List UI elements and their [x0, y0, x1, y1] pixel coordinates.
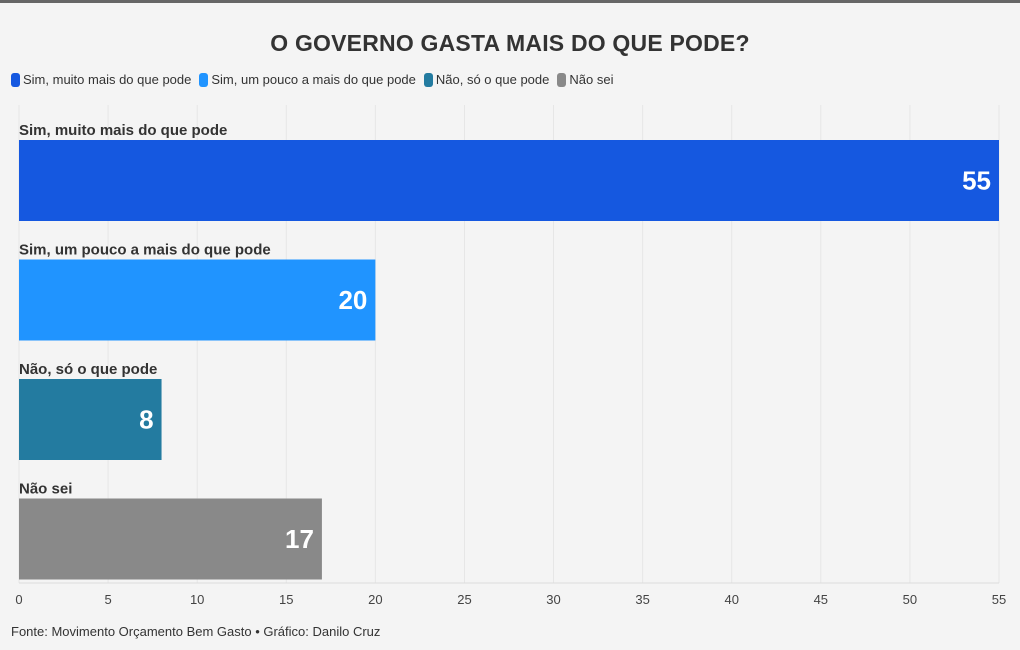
legend-label: Sim, um pouco a mais do que pode	[211, 72, 416, 87]
x-tick-label: 40	[724, 592, 738, 607]
bar-value-label: 20	[338, 285, 367, 315]
x-tick-label: 35	[635, 592, 649, 607]
x-tick-label: 0	[15, 592, 22, 607]
bar-value-label: 8	[139, 405, 153, 435]
bar-value-label: 55	[962, 166, 991, 196]
legend: Sim, muito mais do que pode Sim, um pouc…	[11, 72, 621, 87]
legend-item-pouco-mais[interactable]: Sim, um pouco a mais do que pode	[199, 72, 416, 87]
source-note: Fonte: Movimento Orçamento Bem Gasto • G…	[11, 624, 381, 639]
x-tick-label: 30	[546, 592, 560, 607]
legend-swatch	[423, 72, 433, 87]
legend-label: Não sei	[569, 72, 614, 87]
bar	[19, 259, 376, 341]
bar	[19, 498, 322, 580]
x-tick-label: 20	[368, 592, 382, 607]
category-label: Sim, muito mais do que pode	[19, 122, 227, 139]
category-label: Não, só o que pode	[19, 361, 157, 378]
x-tick-label: 25	[457, 592, 471, 607]
x-tick-label: 50	[903, 592, 917, 607]
x-tick-label: 55	[992, 592, 1006, 607]
bar-value-label: 17	[285, 524, 314, 554]
legend-label: Não, só o que pode	[435, 72, 550, 87]
legend-swatch	[557, 72, 567, 87]
legend-item-muito-mais[interactable]: Sim, muito mais do que pode	[11, 72, 191, 87]
legend-swatch	[199, 72, 209, 87]
x-tick-label: 15	[279, 592, 293, 607]
legend-swatch	[11, 72, 20, 87]
legend-item-nao-sei[interactable]: Não sei	[557, 72, 613, 87]
bar	[19, 379, 162, 460]
x-tick-label: 10	[190, 592, 204, 607]
category-label: Não sei	[19, 481, 72, 498]
x-tick-label: 45	[814, 592, 828, 607]
bar-chart: 0 5 10 15 20 25 30 35 40 45 50 55 Sim, muito mais do…	[15, 105, 1006, 607]
chart-title: O GOVERNO GASTA MAIS DO QUE PODE?	[270, 30, 750, 56]
top-rule	[0, 0, 1020, 3]
bar	[19, 140, 999, 221]
x-tick-label: 5	[104, 592, 111, 607]
legend-item-so-o-que-pode[interactable]: Não, só o que pode	[423, 72, 550, 87]
legend-label: Sim, muito mais do que pode	[23, 72, 192, 87]
category-label: Sim, um pouco a mais do que pode	[19, 242, 271, 259]
